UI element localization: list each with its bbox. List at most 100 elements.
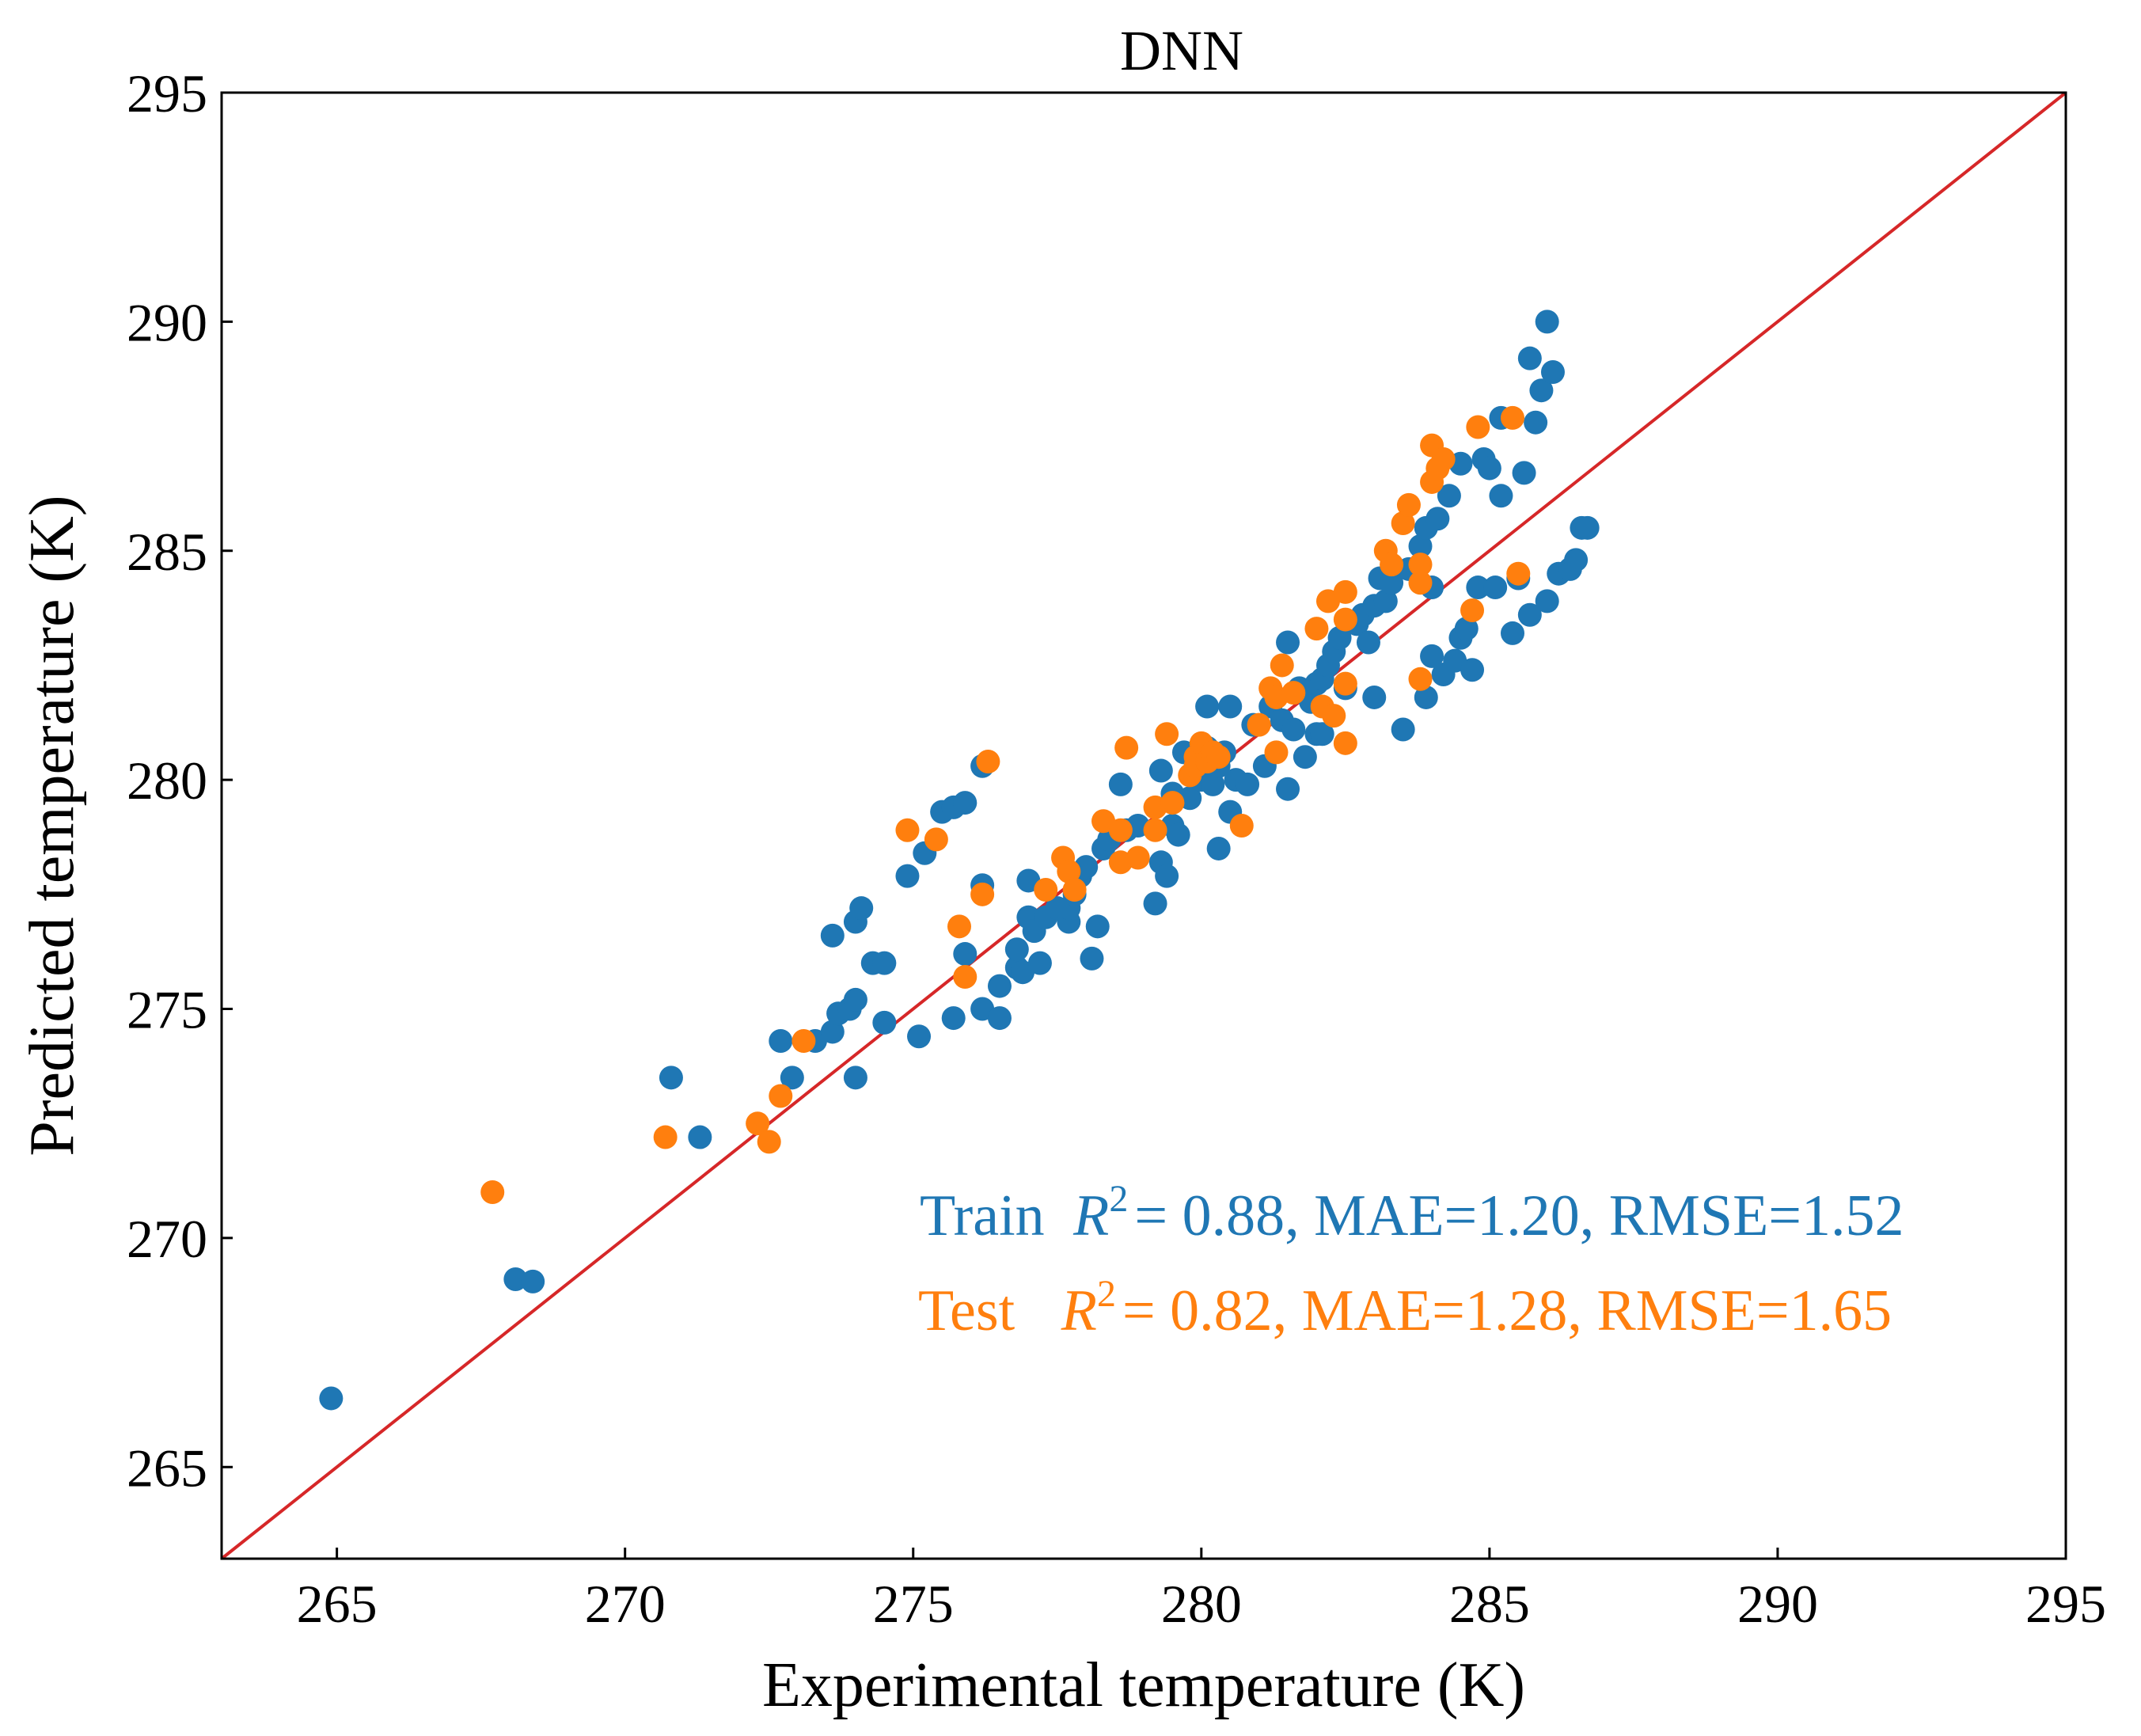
test-point	[1264, 740, 1289, 765]
test-point	[1333, 671, 1357, 696]
y-axis-label: Predicted temperature (K)	[17, 495, 87, 1156]
y-tick-label: 270	[127, 1209, 207, 1269]
x-tick-label: 285	[1449, 1574, 1530, 1634]
test-point	[1396, 492, 1421, 517]
test-point	[1247, 712, 1271, 737]
train-point	[1155, 864, 1179, 888]
train-point	[1517, 602, 1542, 627]
train-r-exponent: 2	[1109, 1178, 1128, 1220]
test-point	[746, 1111, 770, 1136]
train-point	[987, 1006, 1012, 1031]
train-point	[1027, 951, 1052, 975]
test-point	[1408, 667, 1433, 691]
test-point	[895, 818, 920, 842]
svg-text:Train R2= 0.88, MAE=1.20: Train R2 = 0.88, MAE=1.20, RMSE=1.52	[920, 1178, 1904, 1248]
train-point	[820, 923, 845, 948]
train-point	[1477, 456, 1501, 481]
train-point	[688, 1125, 712, 1149]
train-point	[843, 1066, 867, 1090]
y-tick-label: 285	[127, 522, 207, 582]
test-point	[1114, 735, 1139, 760]
test-point	[1501, 405, 1524, 430]
test-point	[953, 964, 977, 989]
test-point	[1270, 653, 1294, 678]
series-test	[480, 405, 1531, 1204]
train-label: Train	[920, 1183, 1045, 1248]
y-tick-label: 275	[127, 980, 207, 1040]
test-point	[947, 914, 971, 939]
test-point	[1322, 704, 1346, 728]
test-point	[1408, 553, 1433, 577]
train-point	[1080, 946, 1104, 971]
train-r2-value: = 0.88	[1134, 1183, 1285, 1248]
train-point	[1489, 484, 1513, 508]
train-point	[521, 1269, 545, 1293]
x-tick-label: 270	[585, 1574, 666, 1634]
train-point	[1310, 722, 1334, 746]
test-point	[976, 749, 1000, 773]
train-point	[1373, 589, 1398, 613]
test-point	[1380, 553, 1404, 577]
test-point	[1062, 878, 1087, 902]
y-tick-label: 290	[127, 292, 207, 352]
test-point	[1143, 818, 1167, 842]
train-point	[1004, 937, 1029, 962]
x-tick-label: 280	[1161, 1574, 1242, 1634]
test-point	[1281, 681, 1306, 705]
train-point	[1575, 515, 1600, 540]
test-point	[791, 1029, 816, 1054]
test-point	[1333, 607, 1357, 632]
test-point	[1391, 511, 1415, 536]
train-point	[1540, 360, 1565, 385]
train-point	[1535, 589, 1559, 613]
train-point	[319, 1386, 344, 1411]
train-point	[1356, 630, 1380, 655]
chart-title: DNN	[1120, 19, 1243, 82]
train-point	[1281, 717, 1306, 742]
test-point	[924, 827, 948, 852]
test-point	[653, 1125, 678, 1149]
train-point	[1276, 777, 1300, 801]
train-point	[1201, 772, 1225, 796]
y-tick-label: 265	[127, 1438, 207, 1498]
x-tick-label: 290	[1737, 1574, 1818, 1634]
train-point	[1517, 346, 1542, 370]
points-layer	[319, 310, 1600, 1411]
x-tick-label: 295	[2025, 1574, 2106, 1634]
y-tick-label: 295	[127, 63, 207, 123]
test-point	[1108, 818, 1133, 842]
train-point	[769, 1029, 793, 1054]
train-point	[1166, 822, 1190, 847]
test-point	[769, 1084, 793, 1108]
train-point	[953, 942, 977, 967]
test-point	[1034, 878, 1058, 902]
train-point	[1454, 617, 1479, 641]
train-r-symbol: R	[1072, 1183, 1109, 1248]
train-point	[1206, 836, 1231, 860]
x-tick-label: 275	[873, 1574, 954, 1634]
train-point	[872, 1010, 897, 1035]
plot-frame	[220, 91, 2067, 1560]
x-tick-label: 265	[297, 1574, 378, 1634]
test-label: Test	[918, 1278, 1015, 1343]
test-point	[1408, 571, 1433, 595]
test-point	[1229, 814, 1254, 838]
svg-text:Test R2= 0.82, MAE=1.28,: Test R2 = 0.82, MAE=1.28, RMSE=1.65	[918, 1273, 1892, 1343]
train-point	[1414, 685, 1438, 709]
test-point	[1506, 561, 1531, 586]
train-point	[1564, 548, 1589, 572]
train-metrics: , MAE=1.20, RMSE=1.52	[1285, 1183, 1904, 1248]
train-point	[1327, 625, 1352, 650]
test-point	[1057, 859, 1081, 883]
train-point	[1501, 621, 1524, 645]
train-point	[1460, 658, 1485, 682]
train-point	[1437, 484, 1461, 508]
train-point	[907, 1024, 932, 1049]
test-r-exponent: 2	[1097, 1273, 1116, 1315]
test-point	[1466, 415, 1490, 439]
test-point	[1333, 579, 1357, 604]
train-point	[1143, 891, 1167, 916]
train-point	[1276, 630, 1300, 655]
train-point	[843, 987, 867, 1012]
